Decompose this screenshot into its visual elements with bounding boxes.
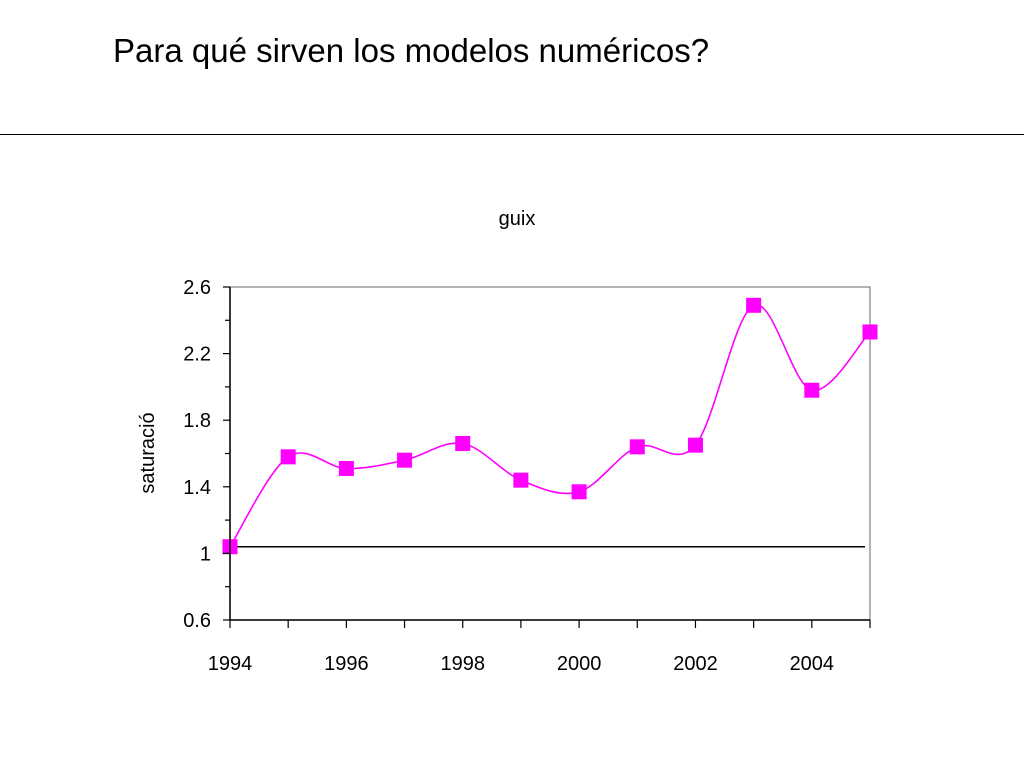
y-tick-label: 1 — [200, 543, 211, 565]
chart-title: guix — [499, 208, 536, 230]
data-point-2003 — [746, 297, 762, 313]
data-point-1996 — [338, 460, 354, 476]
x-tick-label: 1996 — [324, 653, 369, 675]
x-tick-label: 2002 — [673, 653, 718, 675]
data-point-2005 — [862, 324, 878, 340]
title-divider — [0, 134, 1024, 135]
x-tick-label: 1998 — [440, 653, 485, 675]
y-tick-label: 1.8 — [183, 410, 211, 432]
y-tick-label: 0.6 — [183, 610, 211, 632]
axes: 0.6 1 1.4 1.8 2.2 2.6 1994 1996 1998 2000 2002 2004 — [183, 277, 871, 675]
y-tick-label: 1.4 — [183, 477, 211, 499]
data-point-1997 — [397, 452, 413, 468]
data-point-2004 — [804, 382, 820, 398]
data-point-1995 — [280, 449, 296, 465]
plot-area — [229, 286, 871, 621]
data-point-2002 — [687, 437, 703, 453]
x-tick-label: 2000 — [557, 653, 602, 675]
series-line — [229, 304, 871, 548]
y-axis-label: saturació — [137, 412, 159, 493]
data-point-1998 — [455, 436, 471, 452]
data-point-2001 — [629, 439, 645, 455]
slide-title: Para qué sirven los modelos numéricos? — [113, 32, 710, 69]
data-point-1999 — [513, 472, 529, 488]
x-tick-label: 2004 — [790, 653, 835, 675]
series-layer — [222, 297, 878, 555]
data-point-2000 — [571, 484, 587, 500]
y-tick-label: 2.2 — [183, 344, 211, 366]
y-tick-label: 2.6 — [183, 277, 211, 299]
x-tick-label: 1994 — [208, 653, 253, 675]
